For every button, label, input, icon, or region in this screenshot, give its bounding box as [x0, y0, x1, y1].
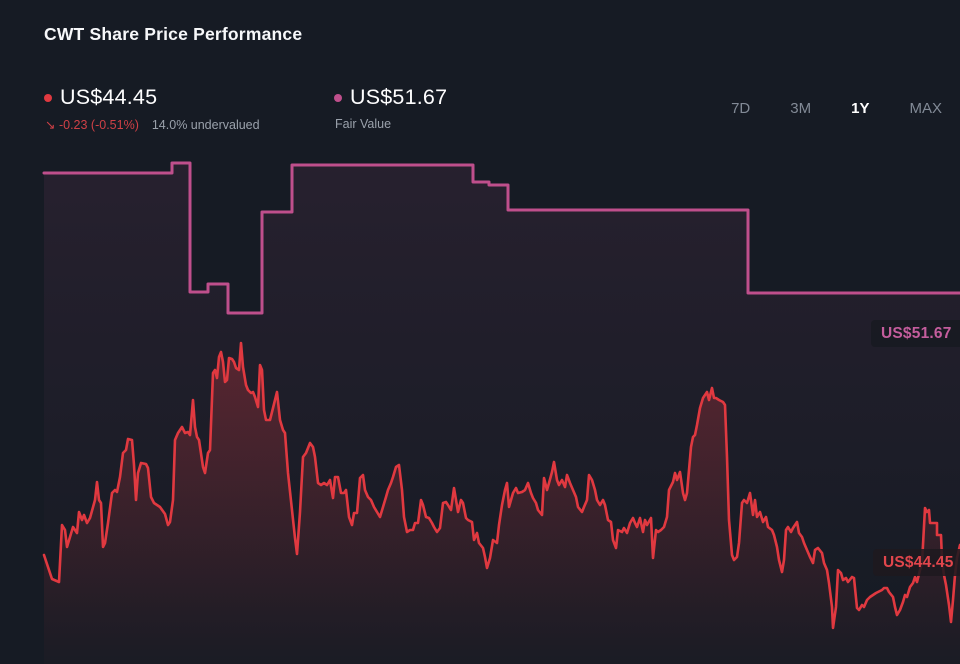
- range-button-7d[interactable]: 7D: [731, 100, 751, 117]
- range-button-1y[interactable]: 1Y: [851, 100, 870, 117]
- share-price-value: US$44.45: [60, 85, 158, 109]
- area-share-price: [44, 343, 960, 664]
- line-fair-value: [42, 161, 960, 315]
- share-price-legend: US$44.45 ↘ -0.23 (-0.51%) 14.0% underval…: [44, 85, 260, 132]
- share-price-axis-badge: US$44.45: [873, 549, 960, 576]
- range-button-max[interactable]: MAX: [909, 100, 942, 117]
- price-change: -0.23 (-0.51%): [55, 118, 139, 132]
- fair-value-legend: US$51.67 Fair Value: [334, 85, 447, 131]
- line-share-price: [42, 341, 960, 630]
- share-price-dot-icon: [44, 93, 52, 102]
- chart-series-group: [42, 161, 960, 664]
- fair-value-dot-icon: [334, 93, 342, 102]
- fair-value-label: Fair Value: [335, 117, 392, 131]
- page-title: CWT Share Price Performance: [44, 24, 303, 44]
- fair-value-value: US$51.67: [350, 85, 448, 109]
- change-arrow-icon: ↘: [45, 118, 56, 132]
- time-range-selector: 7D 3M 1Y MAX: [729, 98, 944, 119]
- range-button-3m[interactable]: 3M: [790, 100, 812, 117]
- valuation-status: 14.0% undervalued: [151, 118, 260, 132]
- fair-value-axis-badge: US$51.67: [871, 320, 960, 347]
